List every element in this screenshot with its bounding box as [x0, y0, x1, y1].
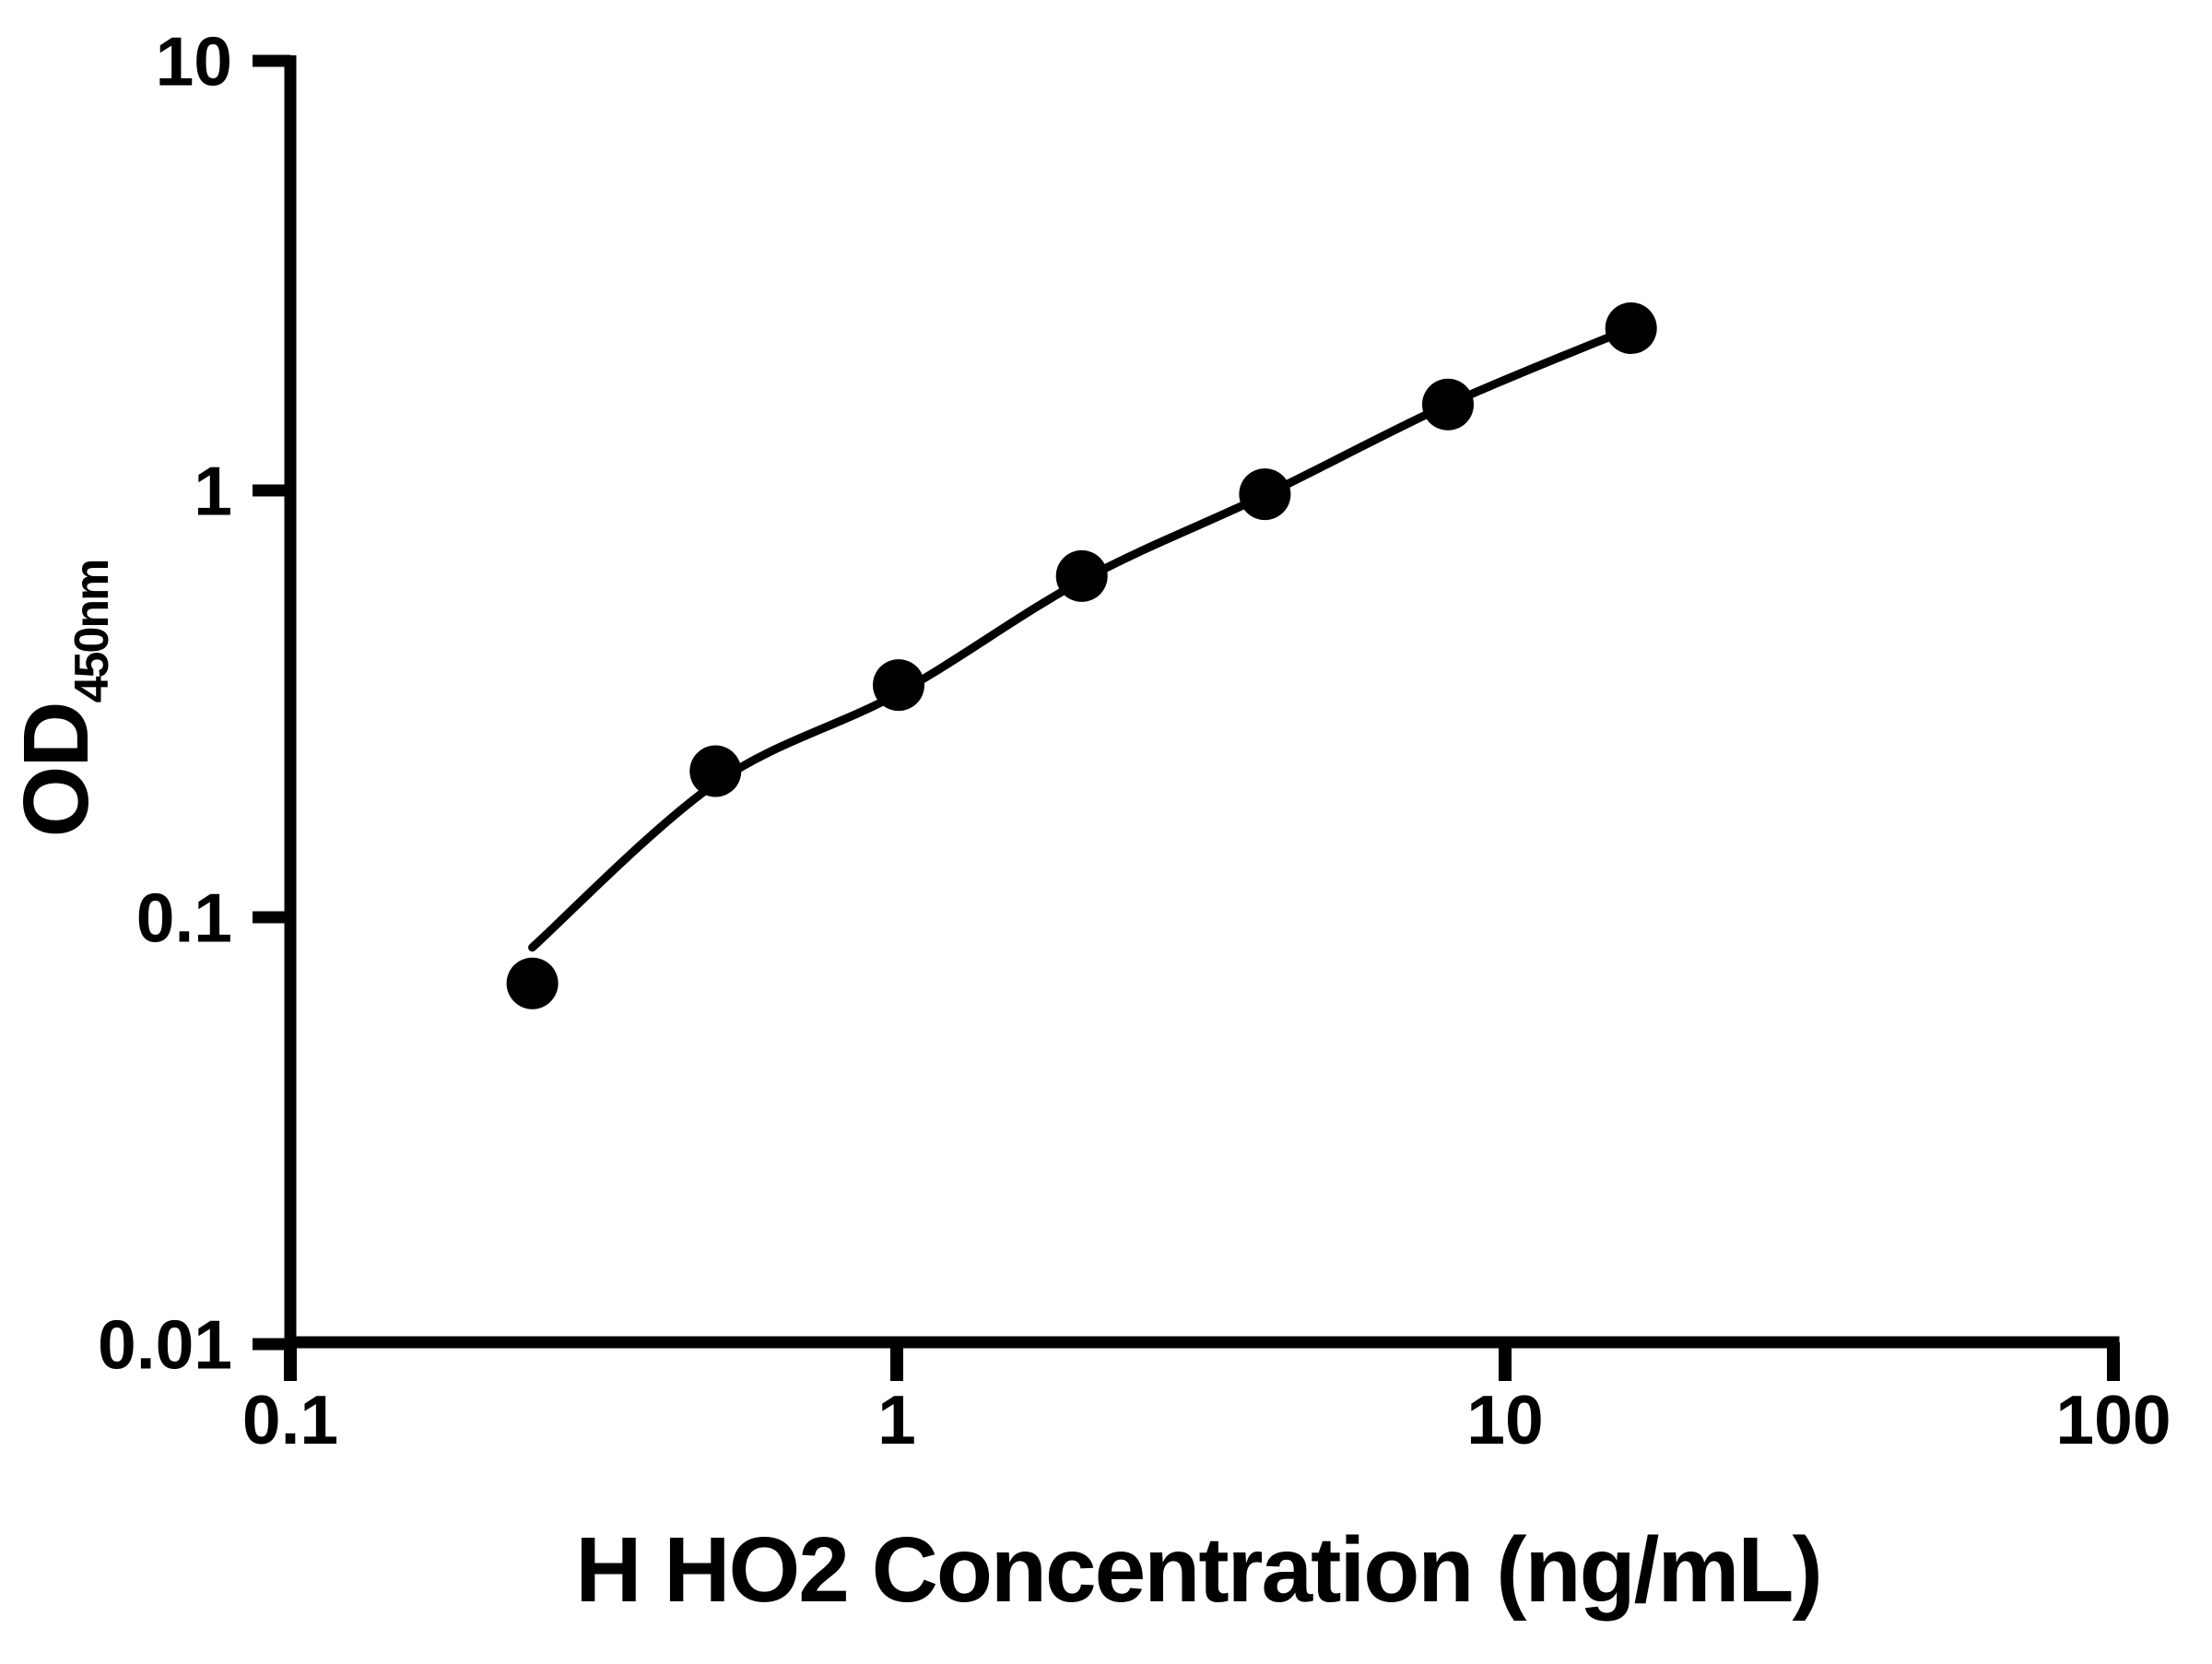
y-tick-label-1: 1 — [194, 452, 232, 529]
data-point — [689, 745, 742, 797]
x-tick-label-100: 100 — [2055, 1381, 2171, 1458]
data-point — [1422, 378, 1474, 431]
data-point — [1605, 302, 1657, 354]
x-axis-ticks — [284, 1342, 2120, 1381]
x-tick-label-0.1: 0.1 — [242, 1381, 338, 1458]
data-point — [1239, 468, 1291, 521]
x-axis-title: H HO2 Concentration (ng/mL) — [575, 1518, 1821, 1622]
data-points — [506, 302, 1657, 1009]
y-axis-title: OD450nm — [5, 561, 119, 838]
y-axis-title-subscript: 450nm — [65, 561, 119, 703]
x-tick-label-1: 1 — [877, 1381, 916, 1458]
y-tick-label-0.01: 0.01 — [98, 1305, 232, 1383]
data-point — [873, 659, 924, 712]
data-point — [506, 957, 559, 1009]
y-axis-title-main: OD — [5, 702, 108, 837]
y-tick-label-0.1: 0.1 — [136, 879, 232, 956]
data-point — [1055, 549, 1108, 602]
y-tick-label-10: 10 — [156, 22, 232, 100]
x-tick-label-10: 10 — [1466, 1381, 1543, 1458]
